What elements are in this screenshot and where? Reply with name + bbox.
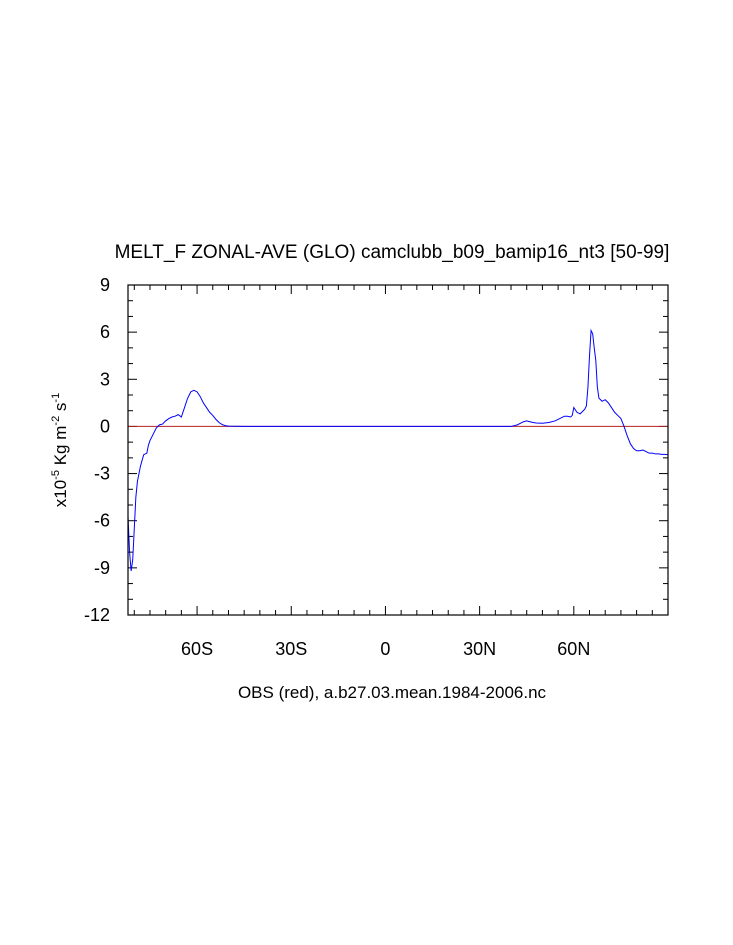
y-tick-label: -6: [94, 511, 110, 531]
tick-labels: 9 6 3 0 -3 -6 -9 -12 60S 30S 0 30N 60N: [84, 275, 590, 659]
x-tick-label: 30S: [275, 639, 307, 659]
chart-title: MELT_F ZONAL-AVE (GLO) camclubb_b09_bami…: [115, 242, 670, 263]
x-tick-label: 0: [380, 639, 390, 659]
y-label-unit-s: s: [51, 403, 70, 416]
y-tick-label: -9: [94, 558, 110, 578]
x-tick-label: 60N: [557, 639, 590, 659]
y-axis-label: x10-5 Kg m-2 s-1: [50, 393, 70, 507]
y-tick-label: 9: [100, 275, 110, 295]
y-label-prefix: x10: [51, 480, 70, 507]
y-tick-label: 0: [100, 416, 110, 436]
plot-frame: [127, 284, 669, 616]
y-label-exp-m: -2: [50, 416, 62, 426]
x-axis-label: OBS (red), a.b27.03.mean.1984-2006.nc: [238, 683, 547, 702]
y-tick-label: 3: [100, 369, 110, 389]
axis-ticks: [128, 284, 669, 616]
series-line-camclubb-b09-bamip16-nt3: [127, 328, 669, 572]
y-tick-label: 6: [100, 322, 110, 342]
series-layer: [127, 328, 669, 572]
y-tick-label: -12: [84, 605, 110, 625]
y-tick-label: -3: [94, 464, 110, 484]
y-label-unit-kg: Kg m: [51, 426, 70, 470]
y-label-exp-s: -1: [50, 393, 62, 403]
y-label-exp: -5: [50, 470, 62, 480]
x-tick-label: 30N: [463, 639, 496, 659]
x-tick-label: 60S: [181, 639, 213, 659]
